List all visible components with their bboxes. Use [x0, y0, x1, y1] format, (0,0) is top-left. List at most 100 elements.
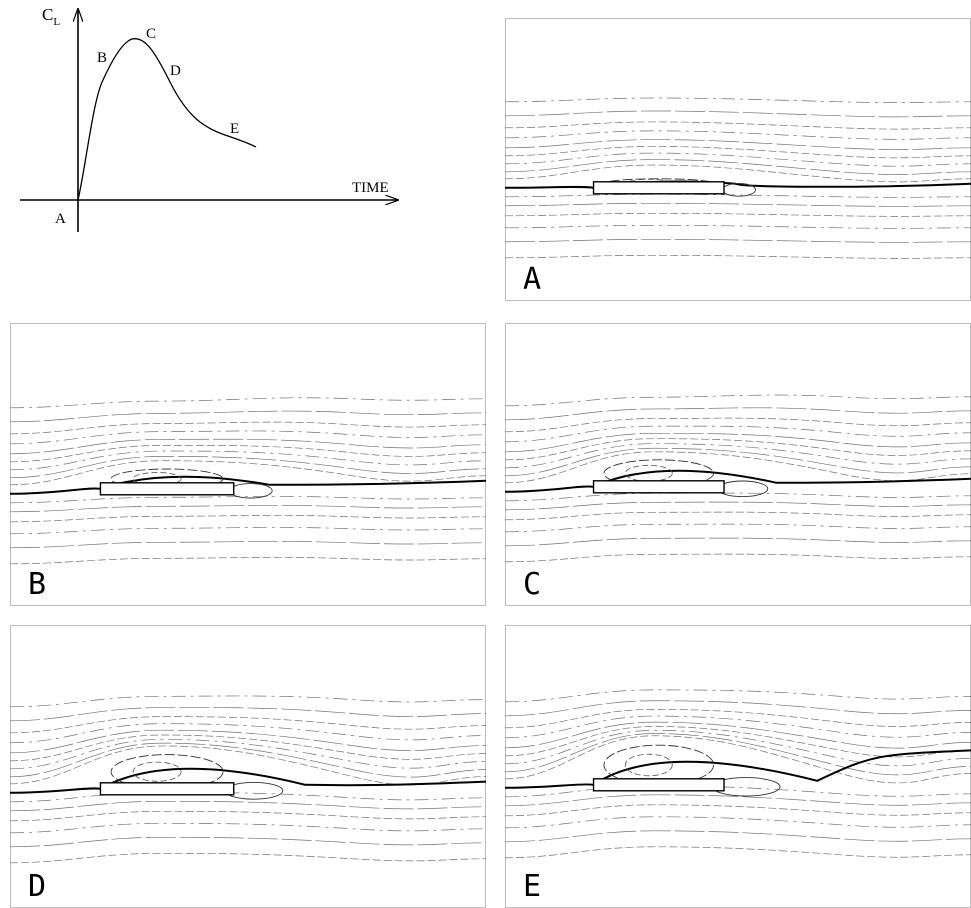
streamline-panel-c: C [505, 323, 971, 606]
streamline [10, 430, 486, 445]
streamlines-b [10, 397, 486, 565]
streamline [505, 417, 971, 433]
dividing-streamline [505, 180, 971, 189]
streamline [505, 224, 971, 229]
streamline [505, 785, 971, 798]
rectangular-body [99, 482, 235, 496]
streamline [505, 202, 971, 207]
point-label-a: A [55, 211, 66, 227]
streamline [10, 438, 486, 455]
point-label-e: E [230, 121, 239, 137]
streamline [505, 159, 971, 175]
streamline-panel-e: E [505, 625, 971, 908]
streamline [505, 523, 971, 533]
streamline [505, 804, 971, 817]
panel-frame-c [505, 323, 971, 606]
streamline [505, 816, 971, 829]
dividing-streamline [10, 475, 486, 495]
streamline [10, 496, 486, 504]
streamline [10, 695, 486, 708]
rectangular-body [592, 480, 725, 494]
streamline-panel-a: A [505, 18, 971, 301]
streamline [505, 733, 971, 776]
rectangular-body [592, 778, 725, 792]
streamline [10, 729, 486, 754]
streamline [505, 794, 971, 807]
streamline [505, 715, 971, 739]
streamline [10, 791, 486, 803]
streamlines-d [10, 695, 486, 864]
streamline [505, 438, 971, 461]
point-label-b: B [97, 50, 107, 66]
y-axis-label: CL [42, 5, 60, 28]
lift-coefficient-sketch: CL TIME A B C D E [20, 5, 420, 232]
x-axis-label: TIME [352, 180, 389, 196]
streamline [505, 689, 971, 703]
streamline [505, 492, 971, 502]
streamline [10, 397, 486, 409]
streamline [505, 700, 971, 717]
panel-frame-e [505, 625, 971, 908]
streamline [10, 460, 486, 486]
streamline [505, 709, 971, 729]
streamline [505, 501, 971, 511]
cl-curve [77, 38, 257, 201]
dividing-streamline [10, 767, 486, 794]
streamline [505, 726, 971, 758]
streamline [10, 527, 486, 535]
streamline [505, 846, 971, 859]
streamline [10, 745, 486, 786]
streamline [10, 738, 486, 770]
streamline [505, 254, 971, 259]
streamline [505, 110, 971, 118]
streamline [505, 394, 971, 407]
streamline [505, 537, 971, 547]
streamline [10, 410, 486, 423]
panel-label-e: E [523, 869, 541, 904]
streamline [505, 553, 971, 563]
rear-recirculation [228, 483, 273, 499]
streamline [505, 121, 971, 130]
vortex-core [132, 472, 182, 486]
panel-frame-a [505, 18, 971, 301]
point-label-c: C [146, 26, 156, 42]
streamline [10, 421, 486, 435]
streamline-panel-b: B [10, 323, 486, 606]
streamline [505, 238, 971, 243]
streamline [505, 729, 971, 767]
streamlines-e [505, 689, 971, 859]
point-label-d: D [170, 63, 181, 79]
streamline [505, 425, 971, 443]
streamline [505, 146, 971, 159]
vortex-core [132, 761, 182, 782]
streamlines-c [505, 394, 971, 563]
streamline [505, 139, 971, 150]
panel-frame-b [10, 323, 486, 606]
streamline-panel-d: D [10, 625, 486, 908]
streamline [10, 707, 486, 722]
panel-label-c: C [523, 567, 541, 602]
vortex-core [624, 753, 673, 777]
rear-recirculation [716, 480, 769, 498]
dividing-streamline [505, 749, 971, 789]
streamline [505, 407, 971, 421]
streamline [10, 505, 486, 513]
panel-label-a: A [523, 262, 541, 297]
streamline [505, 130, 971, 140]
streamline [10, 541, 486, 549]
vortex-core [624, 464, 673, 482]
streamline [10, 716, 486, 734]
streamline [10, 734, 486, 762]
streamline [10, 810, 486, 822]
streamline [505, 97, 971, 103]
streamline [505, 193, 971, 198]
streamline [10, 557, 486, 565]
dividing-streamline [505, 469, 971, 493]
rectangular-body [99, 782, 235, 796]
panel-label-d: D [28, 869, 46, 904]
streamline [10, 450, 486, 471]
streamline [10, 800, 486, 812]
streamline [505, 432, 971, 453]
streamline [10, 445, 486, 463]
streamline [10, 836, 486, 848]
